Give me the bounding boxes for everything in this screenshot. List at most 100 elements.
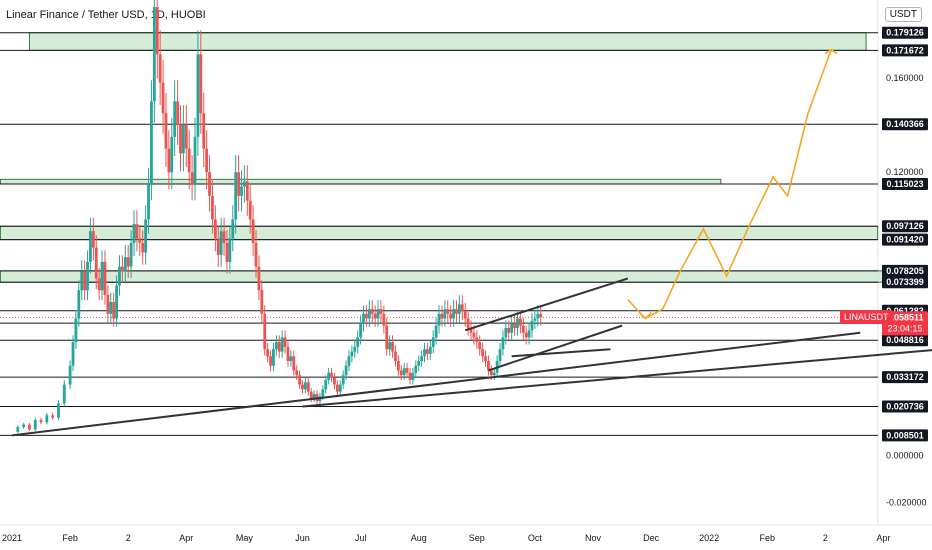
candle-body [533, 318, 537, 321]
level-label-bg [882, 334, 928, 347]
candle-body [274, 342, 278, 350]
candle [132, 210, 136, 256]
candle-body [373, 313, 377, 319]
candle [521, 317, 525, 341]
candle-body [286, 346, 290, 362]
candle [231, 205, 235, 252]
candle [283, 330, 287, 354]
level-label: 0.179126 [882, 26, 928, 39]
candle-body [193, 136, 197, 185]
candle-body [164, 113, 168, 149]
trendline-3 [464, 277, 629, 332]
candle-body [335, 384, 339, 392]
candle-body [100, 261, 104, 291]
candle [286, 340, 290, 367]
x-tick-label-7: Aug [411, 533, 427, 543]
candle-body [213, 219, 217, 239]
candle-body [379, 309, 383, 314]
candle-body [176, 101, 179, 126]
candle-body [211, 195, 214, 220]
currency-badge[interactable]: USDT [884, 7, 922, 22]
zone-1 [0, 178, 722, 185]
level-label-bg [882, 220, 928, 233]
candle [83, 260, 87, 301]
candle-body [376, 309, 380, 319]
y-tick-label-0: 0.160000 [886, 73, 924, 83]
candle [507, 320, 511, 341]
candle [402, 362, 406, 380]
candle [45, 412, 49, 425]
candle-body [338, 384, 342, 392]
candle [431, 330, 435, 354]
price-badge-countdown: 23:04:15 [887, 323, 922, 333]
candle [62, 380, 66, 407]
candle [263, 305, 267, 356]
candle-body [222, 231, 226, 244]
candle [359, 315, 362, 345]
candle-body [251, 219, 255, 244]
candle-body [411, 372, 415, 380]
candle [71, 335, 75, 372]
candle [184, 105, 188, 168]
candle-layer [16, 0, 543, 434]
candle-body [434, 325, 438, 338]
level-label: 0.140366 [882, 118, 928, 131]
candle-body [295, 370, 299, 376]
candle-body [484, 356, 487, 362]
candle [196, 30, 200, 156]
candle-body [170, 136, 174, 173]
candle-body [516, 318, 519, 328]
candle-body [460, 304, 464, 312]
level-label: 0.097126 [882, 220, 928, 233]
candle-body [292, 356, 296, 371]
level-label-bg [882, 177, 928, 190]
candle-body [417, 361, 421, 366]
candle [289, 350, 293, 367]
level-label-text: 0.061283 [886, 306, 924, 316]
candle-body [394, 351, 397, 362]
candle [272, 342, 275, 372]
candle-body [426, 349, 429, 354]
candle-body [391, 342, 394, 352]
candle [367, 300, 371, 327]
candle-body [83, 271, 87, 291]
candle [39, 417, 43, 425]
candle-body [333, 377, 336, 385]
candle [437, 305, 441, 334]
candle-body [327, 372, 331, 380]
candle [414, 360, 418, 378]
candle-body [481, 349, 485, 357]
candle-body [396, 361, 400, 371]
candle-body [120, 266, 124, 272]
candle [466, 310, 470, 336]
candle [469, 320, 473, 341]
candle [457, 295, 461, 323]
candle-body [28, 424, 31, 430]
candle-body [341, 375, 345, 385]
candle [28, 422, 31, 431]
candle-body [362, 313, 365, 324]
x-tick-label-4: May [236, 533, 254, 543]
trend-layer [11, 277, 932, 437]
symbol-label: LINAUSDT [840, 310, 893, 325]
candle-body [428, 346, 432, 354]
x-axis: 2021 Feb 2 Apr May Jun Jul Aug Sep Oct Nov Dec 2022 F… [2, 533, 891, 543]
candle [181, 105, 185, 172]
candle-body [388, 342, 392, 350]
candle [396, 355, 400, 376]
candle [155, 0, 159, 79]
candle-body [103, 261, 107, 295]
candle-body [184, 125, 188, 149]
level-label: 0.073399 [882, 276, 928, 289]
candle-body [205, 148, 209, 173]
trendline-1 [302, 349, 932, 408]
candle-body [498, 349, 502, 362]
candle [190, 155, 194, 201]
candle-body [443, 309, 447, 319]
candle-body [181, 125, 185, 154]
candle-body [478, 342, 482, 350]
x-tick-label-13: Feb [760, 533, 776, 543]
candle-body [158, 54, 162, 83]
candle [277, 335, 281, 358]
